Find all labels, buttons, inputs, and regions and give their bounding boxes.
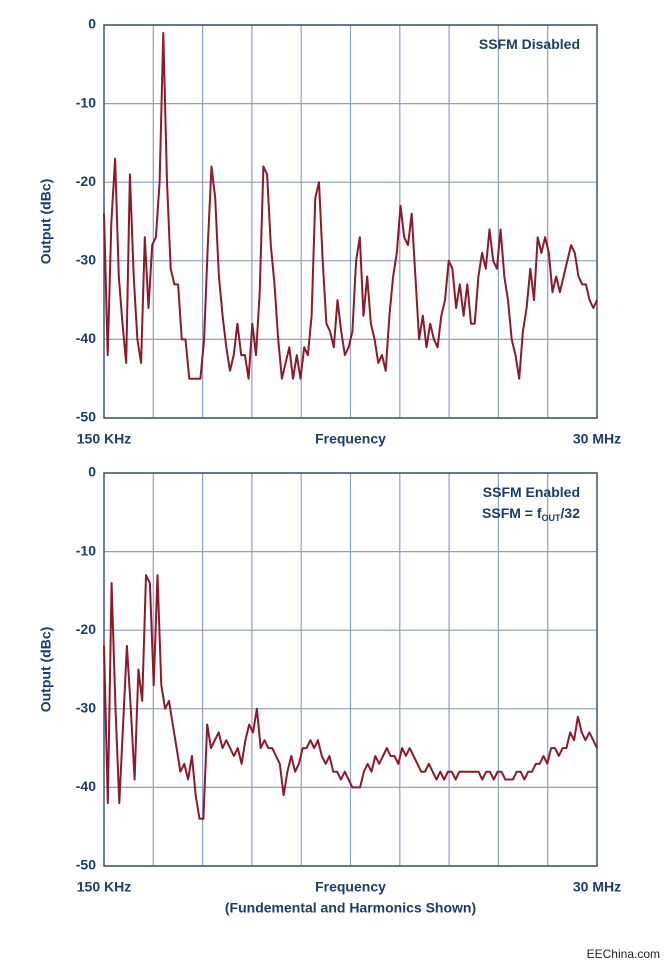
x-end-label: 30 MHz (573, 431, 621, 447)
annotation-text: SSFM = f (482, 505, 542, 521)
annotation: SSFM = fOUT/32 (482, 505, 580, 524)
annotation-subscript: OUT (542, 513, 562, 523)
y-axis-label: Output (dBc) (38, 627, 54, 713)
y-tick-label: -40 (76, 330, 96, 346)
y-tick-label: -30 (76, 700, 96, 716)
x-axis-label: (Fundemental and Harmonics Shown) (225, 900, 476, 916)
y-tick-label: 0 (88, 464, 96, 480)
watermark: EEChina.com (587, 947, 660, 961)
y-axis-label: Output (dBc) (38, 179, 54, 265)
y-tick-label: -50 (76, 857, 96, 873)
y-tick-label: -10 (76, 94, 96, 110)
y-tick-label: -20 (76, 173, 96, 189)
x-end-label: 150 KHz (77, 879, 131, 895)
data-line (103, 574, 598, 820)
y-tick-label: -10 (76, 542, 96, 558)
annotation-text: /32 (561, 505, 581, 521)
annotation: SSFM Disabled (479, 36, 580, 52)
x-axis-label: Frequency (315, 879, 386, 895)
y-tick-label: -50 (76, 409, 96, 425)
y-tick-label: -40 (76, 778, 96, 794)
y-tick-label: -30 (76, 252, 96, 268)
annotation-text: SSFM Disabled (479, 36, 580, 52)
data-line (103, 31, 598, 380)
x-end-label: 30 MHz (573, 879, 621, 895)
x-end-label: 150 KHz (77, 431, 131, 447)
y-tick-label: 0 (88, 16, 96, 32)
annotation: SSFM Enabled (483, 484, 580, 500)
annotation-text: SSFM Enabled (483, 484, 580, 500)
y-tick-label: -20 (76, 621, 96, 637)
x-axis-label: Frequency (315, 431, 386, 447)
